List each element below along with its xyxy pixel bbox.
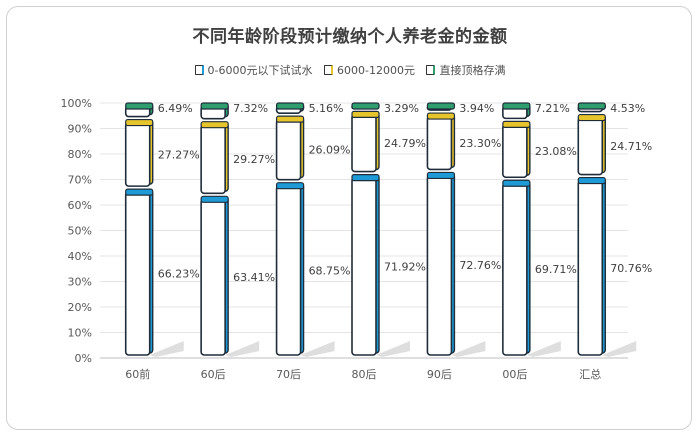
bar-segment-1 <box>426 174 453 356</box>
bar-segment-2 <box>426 115 453 171</box>
x-tick-label: 00后 <box>502 368 527 381</box>
x-tick-label: 60前 <box>125 367 150 381</box>
bar-segment-1 <box>502 182 528 356</box>
data-label-series-2: 29.27% <box>233 153 275 166</box>
bar-segment-2 <box>502 123 528 179</box>
bar-segment-2 <box>577 116 604 176</box>
legend-label-series-1: 0-6000元以下试试水 <box>207 64 313 77</box>
bar-segment-2 <box>200 123 226 195</box>
bar-shadow <box>451 341 486 357</box>
bar-cap-2 <box>351 110 380 118</box>
data-label-series-3: 3.94% <box>459 102 494 115</box>
bar-cap-1 <box>275 182 305 190</box>
data-label-series-1: 68.75% <box>309 264 351 277</box>
bar-cap-1 <box>577 176 606 185</box>
bar-cap-1 <box>200 195 229 203</box>
bar-cap-3 <box>275 102 305 110</box>
legend-label-series-2: 6000-12000元 <box>337 64 415 77</box>
y-tick-label: 70% <box>68 174 92 187</box>
data-label-series-2: 23.08% <box>535 145 577 158</box>
bar-cap-3 <box>577 102 606 110</box>
y-tick-label: 40% <box>68 250 92 263</box>
data-label-series-3: 7.32% <box>233 102 268 115</box>
data-label-series-3: 6.49% <box>158 102 193 115</box>
data-label-series-2: 26.09% <box>309 143 351 156</box>
bar-cap-2 <box>577 113 606 122</box>
bar-cap-3 <box>502 102 531 110</box>
data-label-series-3: 4.53% <box>610 102 645 115</box>
x-tick-label: 汇总 <box>579 367 601 381</box>
legend-item-series-2: 6000-12000元 <box>324 62 415 78</box>
legend-item-series-1: 0-6000元以下试试水 <box>194 62 313 78</box>
legend-item-series-3: 直接顶格存满 <box>426 62 505 78</box>
bar-shadow <box>602 341 637 357</box>
y-tick-label: 90% <box>68 123 92 136</box>
data-label-series-1: 70.76% <box>610 262 652 275</box>
data-label-series-2: 24.79% <box>384 137 426 150</box>
y-tick-label: 10% <box>68 327 92 340</box>
bar-shadow <box>225 341 260 357</box>
bar-shadow <box>300 341 335 357</box>
data-label-series-1: 72.76% <box>459 259 501 272</box>
bar-cap-1 <box>125 188 154 196</box>
chart-title: 不同年龄阶段预计缴纳个人养老金的金额 <box>192 27 508 47</box>
y-tick-label: 80% <box>68 148 92 161</box>
x-tick-label: 70后 <box>276 368 301 381</box>
bar-cap-2 <box>275 115 305 123</box>
bar-shadow <box>149 341 184 357</box>
bar-shadow <box>526 341 561 357</box>
bar-cap-2 <box>200 121 229 129</box>
data-label-series-2: 27.27% <box>158 148 200 161</box>
y-tick-label: 60% <box>68 199 92 212</box>
x-tick-label: 90后 <box>427 368 452 381</box>
chart-legend: 0-6000元以下试试水 6000-12000元 直接顶格存满 <box>0 62 700 78</box>
data-label-series-2: 23.30% <box>459 137 501 150</box>
y-tick-label: 30% <box>68 276 92 289</box>
bar-cap-3 <box>200 102 229 110</box>
bar-segment-2 <box>124 121 151 187</box>
bar-cap-1 <box>502 179 531 187</box>
y-tick-label: 0% <box>75 352 92 365</box>
bar-cap-1 <box>426 171 456 180</box>
bar-cap-2 <box>125 118 154 127</box>
data-label-series-1: 66.23% <box>158 268 200 281</box>
bar-cap-1 <box>351 174 380 182</box>
bar-segment-1 <box>200 198 226 356</box>
legend-swatch-series-2 <box>324 65 333 75</box>
x-tick-label: 80后 <box>352 368 377 381</box>
y-tick-label: 50% <box>68 225 92 238</box>
data-label-series-1: 71.92% <box>384 260 426 273</box>
bar-segment-2 <box>275 118 302 181</box>
legend-swatch-series-3 <box>426 65 436 75</box>
data-label-series-3: 3.29% <box>384 102 419 115</box>
x-tick-label: 60后 <box>201 368 226 381</box>
bar-segment-2 <box>351 113 377 173</box>
legend-label-series-3: 直接顶格存满 <box>439 64 506 77</box>
bar-cap-2 <box>426 112 456 120</box>
data-label-series-3: 7.21% <box>535 102 570 115</box>
y-tick-label: 20% <box>68 301 92 314</box>
legend-swatch-series-1 <box>194 65 204 75</box>
bar-shadow <box>376 341 410 357</box>
bar-cap-3 <box>426 102 456 110</box>
bar-segment-1 <box>124 191 151 356</box>
data-label-series-1: 63.41% <box>233 271 275 284</box>
data-label-series-3: 5.16% <box>309 102 344 115</box>
bar-cap-2 <box>502 120 531 128</box>
y-tick-label: 100% <box>61 97 92 110</box>
bar-cap-3 <box>351 102 380 110</box>
bar-segment-1 <box>577 179 604 356</box>
data-label-series-2: 24.71% <box>610 140 652 153</box>
data-label-series-1: 69.71% <box>535 263 577 276</box>
bar-segment-1 <box>275 184 302 356</box>
bar-cap-3 <box>125 102 154 110</box>
bar-segment-1 <box>351 176 377 356</box>
